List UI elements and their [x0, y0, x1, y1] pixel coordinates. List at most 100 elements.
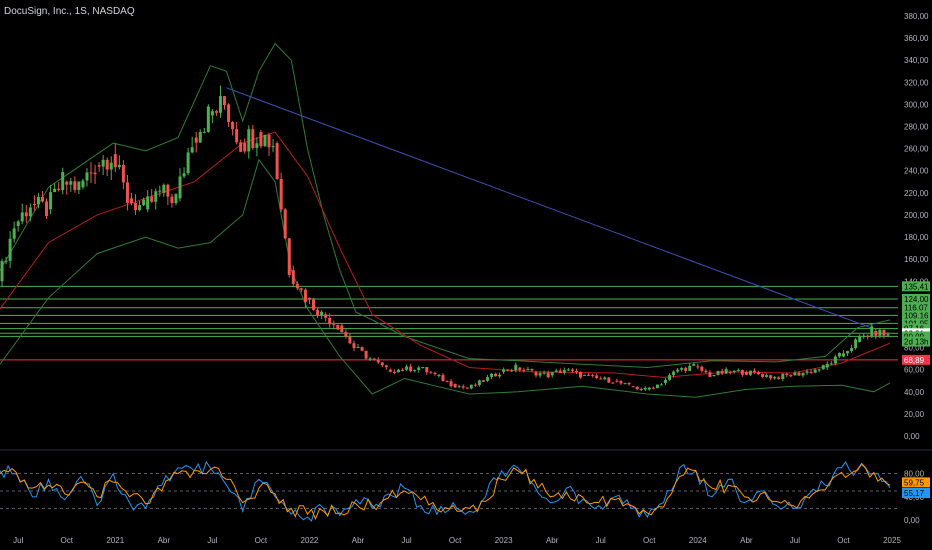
- candle-body: [429, 372, 433, 374]
- time-axis-tick: Abr: [740, 536, 753, 545]
- candle-body: [117, 164, 121, 168]
- candle-body: [69, 181, 73, 185]
- candle-body: [773, 377, 777, 379]
- candle-body: [720, 370, 724, 374]
- candle-body: [129, 198, 133, 203]
- candle-body: [312, 299, 316, 310]
- candle-body: [651, 387, 655, 389]
- candle-body: [49, 192, 53, 210]
- candle-body: [805, 371, 809, 373]
- candle-body: [680, 367, 684, 370]
- candle-body: [522, 369, 526, 371]
- candle-body: [194, 137, 198, 143]
- candle-body: [615, 380, 619, 382]
- candle-body: [490, 373, 494, 378]
- candle-body: [635, 386, 639, 390]
- candle-body: [154, 191, 158, 202]
- candle-body: [113, 154, 117, 168]
- price-badge-red: [902, 354, 930, 365]
- candle-body: [542, 372, 546, 374]
- candle-body: [587, 374, 591, 376]
- candle-body: [785, 373, 789, 376]
- candle-body: [546, 372, 550, 378]
- candle-body: [704, 370, 708, 373]
- price-axis-tick: 240,00: [904, 167, 929, 176]
- candle-body: [352, 343, 356, 349]
- candle-body: [336, 324, 340, 330]
- candle-body: [24, 212, 28, 217]
- candle-body: [526, 368, 530, 371]
- candle-body: [663, 379, 667, 383]
- candle-body: [631, 386, 635, 388]
- stochastic-d-badge: [902, 477, 930, 488]
- candle-body: [441, 375, 445, 382]
- candle-body: [846, 351, 850, 354]
- candle-body: [813, 369, 817, 373]
- time-axis-tick: 2025: [883, 536, 901, 545]
- candle-body: [712, 374, 716, 376]
- candle-body: [53, 188, 57, 193]
- candle-body: [801, 372, 805, 376]
- candle-body: [748, 370, 752, 375]
- bollinger-basis-line: [0, 131, 891, 378]
- candle-body: [514, 364, 518, 371]
- candle-body: [291, 270, 295, 284]
- candle-body: [603, 377, 607, 380]
- candle-body: [401, 369, 405, 372]
- candle-body: [765, 375, 769, 377]
- price-axis-tick: 180,00: [904, 233, 929, 242]
- candle-body: [299, 288, 303, 290]
- candle-body: [36, 196, 40, 205]
- candle-body: [255, 143, 259, 148]
- candle-body: [740, 370, 744, 375]
- candle-body: [469, 384, 473, 389]
- candle-body: [57, 188, 61, 190]
- stochastic-badge-label: 59,75: [904, 478, 925, 487]
- candle-body: [295, 283, 299, 289]
- candle-body: [510, 370, 514, 372]
- candle-body: [109, 162, 113, 170]
- candle-body: [61, 172, 65, 190]
- time-axis-tick: Oct: [643, 536, 656, 545]
- descending-trendline: [226, 87, 874, 330]
- candle-body: [498, 374, 502, 377]
- candle-body: [518, 367, 522, 370]
- candle-body: [611, 382, 615, 384]
- time-axis-tick: 2023: [495, 536, 513, 545]
- candle-body: [93, 172, 97, 175]
- candle-body: [190, 147, 194, 153]
- time-axis-tick: Jul: [207, 536, 217, 545]
- candle-body: [752, 370, 756, 373]
- stochastic-k-line: [0, 460, 891, 522]
- time-axis-tick: Abr: [158, 536, 171, 545]
- candle-body: [696, 366, 700, 368]
- time-axis-tick: Oct: [255, 536, 268, 545]
- candle-body: [303, 289, 307, 303]
- time-axis-tick: Jul: [401, 536, 411, 545]
- candle-body: [558, 370, 562, 373]
- candle-body: [40, 196, 44, 202]
- candle-body: [591, 375, 595, 377]
- candle-body: [134, 202, 138, 211]
- candle-body: [146, 196, 150, 210]
- candle-body: [8, 238, 12, 261]
- candle-body: [202, 131, 206, 133]
- price-axis-tick: 380,00: [904, 12, 929, 21]
- price-axis-tick: 280,00: [904, 123, 929, 132]
- time-axis-tick: Jul: [790, 536, 800, 545]
- candle-body: [231, 122, 235, 130]
- candle-body: [45, 201, 49, 216]
- candle-body: [821, 365, 825, 370]
- candle-body: [320, 311, 324, 316]
- candle-body: [477, 380, 481, 386]
- candle-body: [433, 372, 437, 375]
- candle-body: [0, 261, 4, 282]
- candle-body: [162, 184, 166, 193]
- candle-body: [279, 178, 283, 210]
- candle-body: [716, 370, 720, 375]
- candle-body: [453, 384, 457, 388]
- candle-body: [259, 132, 263, 147]
- price-badge-label: 2d 13h: [904, 338, 928, 347]
